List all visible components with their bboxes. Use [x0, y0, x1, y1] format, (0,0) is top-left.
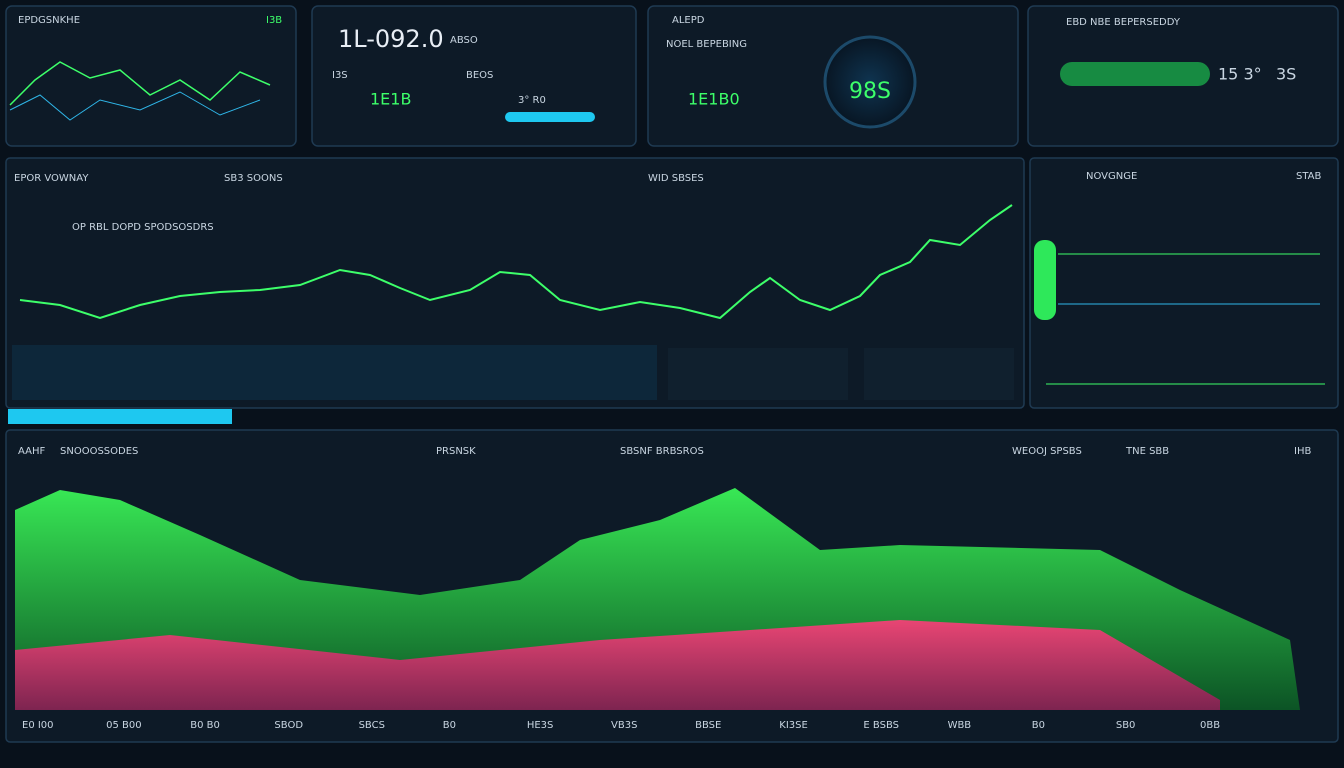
- sparkline: [9, 61, 271, 106]
- panel: [311, 5, 637, 147]
- panel-title: AAHF: [18, 446, 45, 457]
- axis-label: BBSE: [695, 720, 721, 731]
- value: 1E1B0: [688, 90, 740, 109]
- panel: [5, 5, 297, 147]
- axis-label: B0: [443, 720, 456, 731]
- axis-label: B0 B0: [190, 720, 220, 731]
- axis-label: SBCS: [359, 720, 385, 731]
- badge: I3B: [266, 15, 282, 26]
- value: 1L-092.0: [338, 25, 444, 53]
- panel-title: ALEPD: [672, 15, 705, 26]
- tab: WID SBSES: [648, 173, 704, 184]
- axis-label: SBOD: [274, 720, 303, 731]
- axis-label: 0BB: [1200, 720, 1220, 731]
- axis-label: E BSBS: [863, 720, 899, 731]
- gauge-value: 98S: [849, 79, 891, 104]
- panel-title: EPOR VOWNAY: [14, 173, 89, 184]
- panel: [1029, 157, 1339, 409]
- axis-label: WBB: [948, 720, 972, 731]
- strip: [668, 348, 848, 400]
- tab: SBSNF BRBSROS: [620, 446, 704, 457]
- subtitle: SNOOOSSODES: [60, 446, 138, 457]
- label: ABSO: [450, 35, 478, 46]
- readout: 3° R0: [518, 95, 546, 106]
- badge: STAB: [1296, 171, 1322, 182]
- level-indicator: [1034, 240, 1056, 320]
- tab-bar: [8, 409, 232, 424]
- panel-title: NOVGNGE: [1086, 171, 1137, 182]
- sublabel: BEOS: [466, 70, 493, 81]
- sublabel: I3S: [332, 70, 348, 81]
- caption: OP RBL DOPD SPODSOSDRS: [72, 222, 214, 233]
- axis-label: E0 I00: [22, 720, 54, 731]
- readout: 1E1B: [370, 90, 411, 109]
- sparkline: [9, 91, 261, 121]
- tab: TNE SBB: [1125, 446, 1169, 457]
- axis-label: SB0: [1116, 720, 1136, 731]
- readout: 3S: [1276, 65, 1296, 84]
- axis-label: KI3SE: [779, 720, 808, 731]
- tab: WEOOJ SPSBS: [1012, 446, 1082, 457]
- panel-title: EBD NBE BEPERSEDDY: [1066, 17, 1181, 28]
- strip: [864, 348, 1014, 400]
- axis-label: HE3S: [527, 720, 554, 731]
- panel-title: EPDGSNKHE: [18, 15, 80, 26]
- indicator-bar: [1060, 62, 1210, 86]
- area: [15, 620, 1220, 710]
- tab: SB3 SOONS: [224, 173, 283, 184]
- axis-label: VB3S: [611, 720, 637, 731]
- readout: 15 3°: [1218, 65, 1262, 84]
- progress-bar: [505, 112, 595, 122]
- subtitle: NOEL BEPEBING: [666, 39, 747, 50]
- trend-line: [19, 204, 1013, 320]
- tab: PRSNSK: [436, 446, 476, 457]
- strip: [12, 345, 657, 400]
- gauge: [823, 35, 917, 129]
- badge: IHB: [1294, 446, 1311, 457]
- axis-label: B0: [1032, 720, 1045, 731]
- axis-label: 05 B00: [106, 720, 141, 731]
